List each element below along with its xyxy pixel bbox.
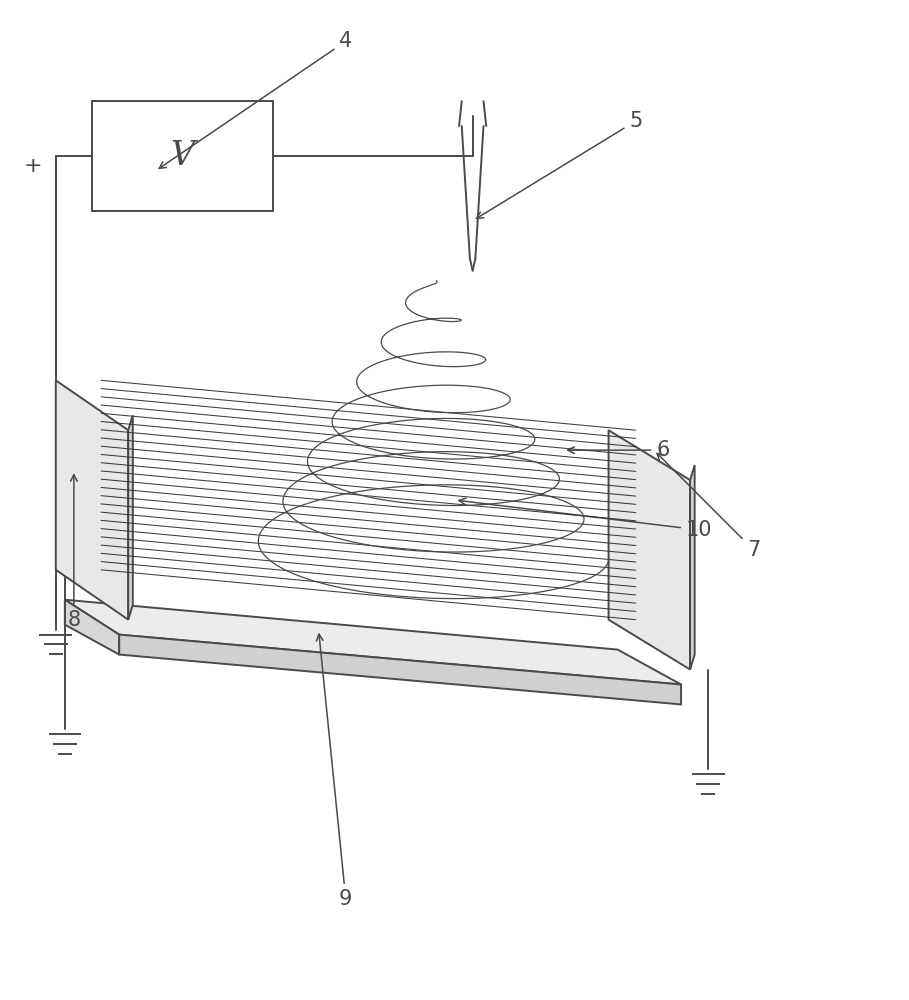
Text: V: V (171, 140, 195, 172)
Text: 8: 8 (67, 475, 81, 630)
Polygon shape (65, 600, 681, 684)
Text: 7: 7 (657, 453, 760, 560)
Polygon shape (119, 635, 681, 704)
Polygon shape (55, 380, 128, 620)
Bar (92, 101, 274, 211)
Text: 6: 6 (568, 440, 670, 460)
Text: 10: 10 (459, 498, 713, 540)
Text: 9: 9 (316, 634, 353, 909)
Polygon shape (128, 415, 133, 620)
Text: 4: 4 (159, 31, 353, 168)
Polygon shape (65, 600, 119, 655)
Polygon shape (690, 465, 694, 670)
Text: 5: 5 (476, 111, 643, 218)
Polygon shape (608, 430, 690, 670)
Text: +: + (24, 156, 43, 176)
